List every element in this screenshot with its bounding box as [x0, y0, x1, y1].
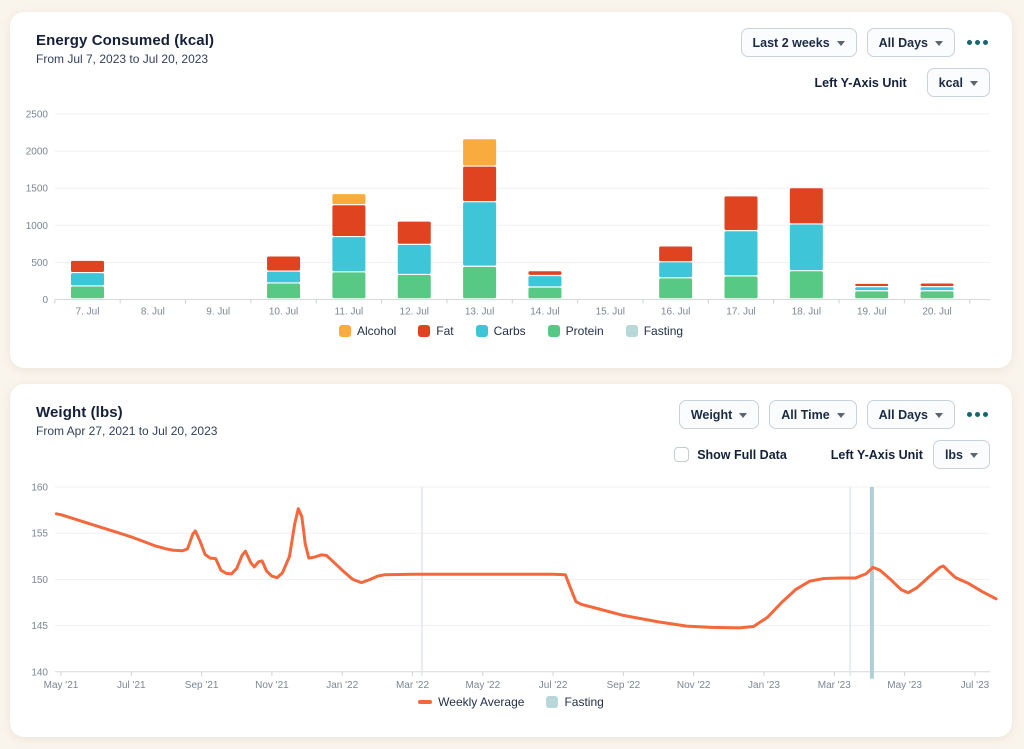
- show-full-data-checkbox[interactable]: [674, 447, 690, 462]
- chevron-down-icon: [970, 80, 978, 86]
- svg-text:16. Jul: 16. Jul: [661, 307, 690, 318]
- svg-text:Jul '21: Jul '21: [117, 680, 146, 691]
- legend-item-alcohol[interactable]: Alcohol: [338, 324, 396, 338]
- weight-chart-legend: Weekly Average Fasting: [10, 695, 1012, 709]
- svg-text:12. Jul: 12. Jul: [400, 307, 429, 318]
- svg-text:Mar '23: Mar '23: [818, 680, 851, 691]
- axis-unit-value: kcal: [938, 75, 963, 90]
- show-full-data-label: Show Full Data: [697, 447, 787, 462]
- svg-text:14. Jul: 14. Jul: [530, 307, 559, 318]
- svg-text:155: 155: [31, 529, 48, 540]
- legend-item-fat[interactable]: Fat: [418, 324, 454, 338]
- fasting-swatch-icon: [546, 696, 559, 708]
- ellipsis-icon: [967, 412, 972, 417]
- legend-item-weekly-average[interactable]: Weekly Average: [418, 695, 524, 709]
- energy-chart-legend: Alcohol Fat Carbs Protein Fasting: [10, 324, 1012, 338]
- energy-controls: Last 2 weeks All Days Left Y-Axis Unit k…: [740, 28, 990, 97]
- fasting-swatch-icon: [625, 325, 638, 337]
- axis-unit-dropdown-weight[interactable]: lbs: [932, 440, 990, 469]
- svg-text:Mar '22: Mar '22: [396, 680, 429, 691]
- ellipsis-icon: [967, 40, 972, 45]
- svg-text:17. Jul: 17. Jul: [726, 307, 755, 318]
- chevron-down-icon: [935, 40, 943, 46]
- svg-text:0: 0: [42, 295, 48, 306]
- weight-card-title: Weight (lbs): [36, 404, 123, 421]
- days-filter-dropdown[interactable]: All Days: [866, 28, 955, 57]
- energy-consumed-card: Energy Consumed (kcal) From Jul 7, 2023 …: [10, 12, 1012, 368]
- weight-card: Weight (lbs) From Apr 27, 2021 to Jul 20…: [10, 384, 1012, 737]
- days-filter-weight-value: All Days: [878, 407, 928, 422]
- svg-text:150: 150: [31, 575, 48, 586]
- svg-text:15. Jul: 15. Jul: [596, 307, 625, 318]
- chevron-down-icon: [739, 412, 748, 418]
- weight-controls: Weight All Time All Days Show Full Data …: [674, 400, 990, 469]
- time-range-dropdown[interactable]: All Time: [769, 400, 857, 429]
- more-options-button[interactable]: [965, 36, 990, 49]
- legend-item-carbs[interactable]: Carbs: [475, 324, 526, 338]
- svg-text:19. Jul: 19. Jul: [857, 307, 886, 318]
- metric-dropdown-value: Weight: [690, 407, 733, 422]
- protein-swatch-icon: [547, 325, 560, 337]
- range-dropdown-value: Last 2 weeks: [752, 35, 830, 50]
- legend-item-fasting-weight[interactable]: Fasting: [546, 695, 604, 709]
- svg-text:11. Jul: 11. Jul: [335, 307, 364, 318]
- svg-text:18. Jul: 18. Jul: [792, 307, 821, 318]
- chevron-down-icon: [836, 412, 845, 418]
- energy-card-date-range: From Jul 7, 2023 to Jul 20, 2023: [36, 52, 209, 66]
- svg-text:Sep '22: Sep '22: [607, 680, 641, 691]
- left-y-axis-unit-label: Left Y-Axis Unit: [814, 75, 907, 90]
- time-range-value: All Time: [781, 407, 830, 422]
- svg-text:Nov '21: Nov '21: [255, 680, 289, 691]
- svg-text:8. Jul: 8. Jul: [141, 307, 165, 318]
- svg-text:20. Jul: 20. Jul: [922, 307, 951, 318]
- ellipsis-icon: [975, 412, 980, 417]
- svg-text:13. Jul: 13. Jul: [465, 307, 494, 318]
- svg-text:2000: 2000: [26, 147, 49, 158]
- svg-text:Sep '21: Sep '21: [185, 680, 219, 691]
- legend-item-fasting[interactable]: Fasting: [625, 324, 683, 338]
- range-dropdown[interactable]: Last 2 weeks: [740, 28, 857, 57]
- svg-text:10. Jul: 10. Jul: [269, 307, 298, 318]
- svg-text:May '22: May '22: [465, 680, 500, 691]
- axis-unit-dropdown[interactable]: kcal: [926, 68, 990, 97]
- svg-text:Jul '22: Jul '22: [539, 680, 568, 691]
- svg-text:145: 145: [31, 621, 48, 632]
- chevron-down-icon: [935, 412, 943, 418]
- svg-text:May '21: May '21: [44, 680, 79, 691]
- svg-text:9. Jul: 9. Jul: [206, 307, 230, 318]
- svg-text:500: 500: [31, 258, 48, 269]
- svg-text:1000: 1000: [26, 221, 49, 232]
- more-options-button-weight[interactable]: [965, 408, 990, 421]
- svg-text:140: 140: [31, 667, 48, 678]
- svg-text:2500: 2500: [26, 110, 49, 121]
- carbs-swatch-icon: [475, 325, 488, 337]
- axis-unit-weight-value: lbs: [944, 447, 963, 462]
- chevron-down-icon: [970, 452, 978, 458]
- svg-text:Nov '22: Nov '22: [677, 680, 711, 691]
- chevron-down-icon: [836, 40, 845, 46]
- metric-dropdown[interactable]: Weight: [678, 400, 760, 429]
- weight-line-chart: 140 145 150 155 160 May '21 Jul '21 Sep '21 Nov …: [31, 483, 998, 691]
- svg-text:May '23: May '23: [887, 680, 922, 691]
- svg-text:7. Jul: 7. Jul: [76, 307, 100, 318]
- legend-item-protein[interactable]: Protein: [547, 324, 604, 338]
- left-y-axis-unit-label-weight: Left Y-Axis Unit: [830, 447, 923, 462]
- ellipsis-icon: [983, 412, 988, 417]
- alcohol-swatch-icon: [338, 325, 351, 337]
- svg-text:1500: 1500: [26, 184, 49, 195]
- ellipsis-icon: [983, 40, 988, 45]
- days-filter-value: All Days: [878, 35, 928, 50]
- svg-text:Jan '22: Jan '22: [326, 680, 358, 691]
- svg-text:160: 160: [31, 483, 48, 494]
- energy-stacked-bar-chart: 0 500 1000 1500 2000 2500 7. Jul 8. Jul 9. Jul 10…: [26, 110, 990, 318]
- weekly-average-line-icon: [418, 700, 433, 704]
- svg-text:Jul '23: Jul '23: [961, 680, 990, 691]
- days-filter-dropdown-weight[interactable]: All Days: [866, 400, 955, 429]
- weight-card-date-range: From Apr 27, 2021 to Jul 20, 2023: [36, 424, 218, 438]
- energy-card-title: Energy Consumed (kcal): [36, 32, 215, 49]
- ellipsis-icon: [975, 40, 980, 45]
- fat-swatch-icon: [418, 325, 431, 337]
- svg-text:Jan '23: Jan '23: [748, 680, 780, 691]
